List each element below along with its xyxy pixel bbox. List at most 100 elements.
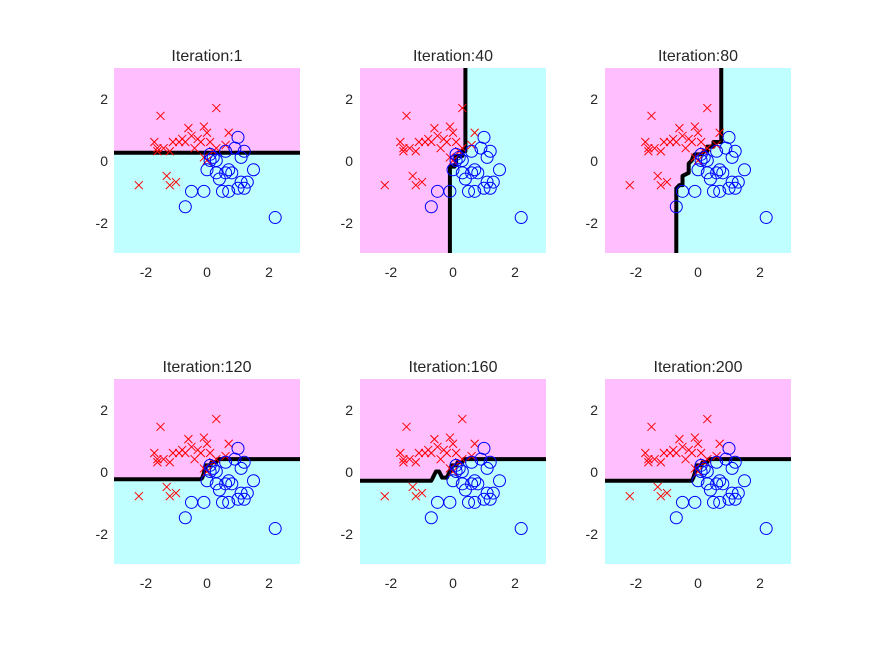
circle-marker xyxy=(465,455,479,469)
cross-marker xyxy=(380,491,390,501)
cross-marker xyxy=(445,122,455,131)
circle-marker xyxy=(694,154,708,167)
circle-marker xyxy=(240,175,254,189)
circle-marker xyxy=(443,184,457,198)
circle-marker xyxy=(206,461,220,475)
circle-marker xyxy=(731,486,745,500)
circle-marker xyxy=(700,166,714,180)
cross-marker xyxy=(644,454,653,464)
cross-marker xyxy=(149,448,159,458)
cross-marker xyxy=(399,143,408,153)
cross-marker xyxy=(187,442,196,452)
cross-marker xyxy=(414,448,424,458)
circle-marker xyxy=(465,477,479,491)
cross-marker xyxy=(402,111,411,121)
circle-marker xyxy=(713,474,727,488)
cross-marker xyxy=(165,457,175,467)
y-tick-label: 2 xyxy=(100,91,108,107)
circle-marker xyxy=(446,474,460,488)
y-tick-label: 0 xyxy=(100,464,108,480)
cross-marker xyxy=(153,143,162,153)
cross-marker xyxy=(644,457,653,467)
circle-marker xyxy=(268,211,282,225)
cross-marker xyxy=(402,422,411,432)
cross-marker xyxy=(156,111,165,121)
y-tick-label: 2 xyxy=(590,402,598,418)
cross-marker xyxy=(647,111,656,121)
cross-marker xyxy=(399,454,408,464)
cross-marker xyxy=(448,439,458,449)
cross-marker xyxy=(211,143,221,153)
cross-marker xyxy=(408,171,418,181)
circle-marker xyxy=(209,166,223,180)
x-tick-label: 0 xyxy=(449,264,457,280)
cross-marker xyxy=(650,454,659,464)
cross-marker xyxy=(433,442,442,452)
circle-marker xyxy=(713,163,727,177)
circle-marker xyxy=(480,461,494,475)
x-tick-label: 0 xyxy=(203,575,211,591)
cross-marker xyxy=(647,422,656,432)
circle-marker xyxy=(713,495,727,509)
cross-marker xyxy=(675,123,684,133)
circle-marker xyxy=(237,181,251,195)
cross-marker xyxy=(399,457,408,467)
circle-marker xyxy=(471,166,485,180)
cross-marker xyxy=(678,131,687,141)
cross-marker xyxy=(702,143,712,153)
cross-marker xyxy=(411,491,421,501)
cross-marker xyxy=(165,146,175,156)
cross-marker xyxy=(470,128,480,138)
region-cross-class xyxy=(114,379,300,480)
cross-marker xyxy=(184,434,193,444)
circle-marker xyxy=(759,522,773,536)
circle-marker xyxy=(725,175,739,189)
cross-marker xyxy=(433,131,442,141)
cross-marker xyxy=(165,180,175,190)
cross-marker xyxy=(149,137,159,147)
circle-marker xyxy=(477,441,491,455)
circle-marker xyxy=(716,166,730,180)
y-tick-label: 2 xyxy=(345,402,353,418)
subplot-2: Iteration:40 -2 0 2 -2 0 2 xyxy=(341,48,546,280)
decision-boundary xyxy=(447,68,468,253)
circle-marker xyxy=(234,486,248,500)
cross-marker xyxy=(417,488,427,498)
circle-marker xyxy=(216,184,229,198)
circle-marker xyxy=(206,150,220,164)
y-tick-label: 0 xyxy=(345,153,353,169)
circle-marker xyxy=(222,474,236,488)
x-tick-label: 2 xyxy=(265,264,273,280)
y-tick-label: -2 xyxy=(96,526,109,542)
cross-marker xyxy=(470,439,480,449)
circle-marker xyxy=(462,184,475,198)
cross-marker xyxy=(395,448,405,458)
circle-marker xyxy=(178,200,192,214)
cross-marker xyxy=(659,448,669,458)
circle-marker xyxy=(710,477,724,491)
cross-marker xyxy=(414,137,424,147)
cross-marker xyxy=(659,137,669,147)
circle-marker xyxy=(725,150,739,164)
circle-marker xyxy=(731,175,745,189)
y-tick-label: 0 xyxy=(345,464,353,480)
circle-marker xyxy=(669,200,683,214)
circle-marker xyxy=(728,455,742,469)
cross-marker xyxy=(171,488,181,498)
circle-marker xyxy=(722,181,736,195)
circle-marker xyxy=(480,486,494,500)
circle-marker xyxy=(669,511,683,525)
circle-marker xyxy=(203,465,217,478)
circle-marker xyxy=(514,211,528,225)
circle-marker xyxy=(446,163,460,177)
circle-marker xyxy=(231,181,245,195)
subplot-title: Iteration:80 xyxy=(658,48,738,65)
cross-marker xyxy=(417,177,427,187)
cross-marker xyxy=(187,131,196,141)
cross-marker xyxy=(153,454,162,464)
circle-marker xyxy=(691,163,705,177)
circle-marker xyxy=(480,150,494,164)
circle-marker xyxy=(424,511,438,525)
x-tick-label: 2 xyxy=(756,264,764,280)
cross-marker xyxy=(134,180,144,190)
